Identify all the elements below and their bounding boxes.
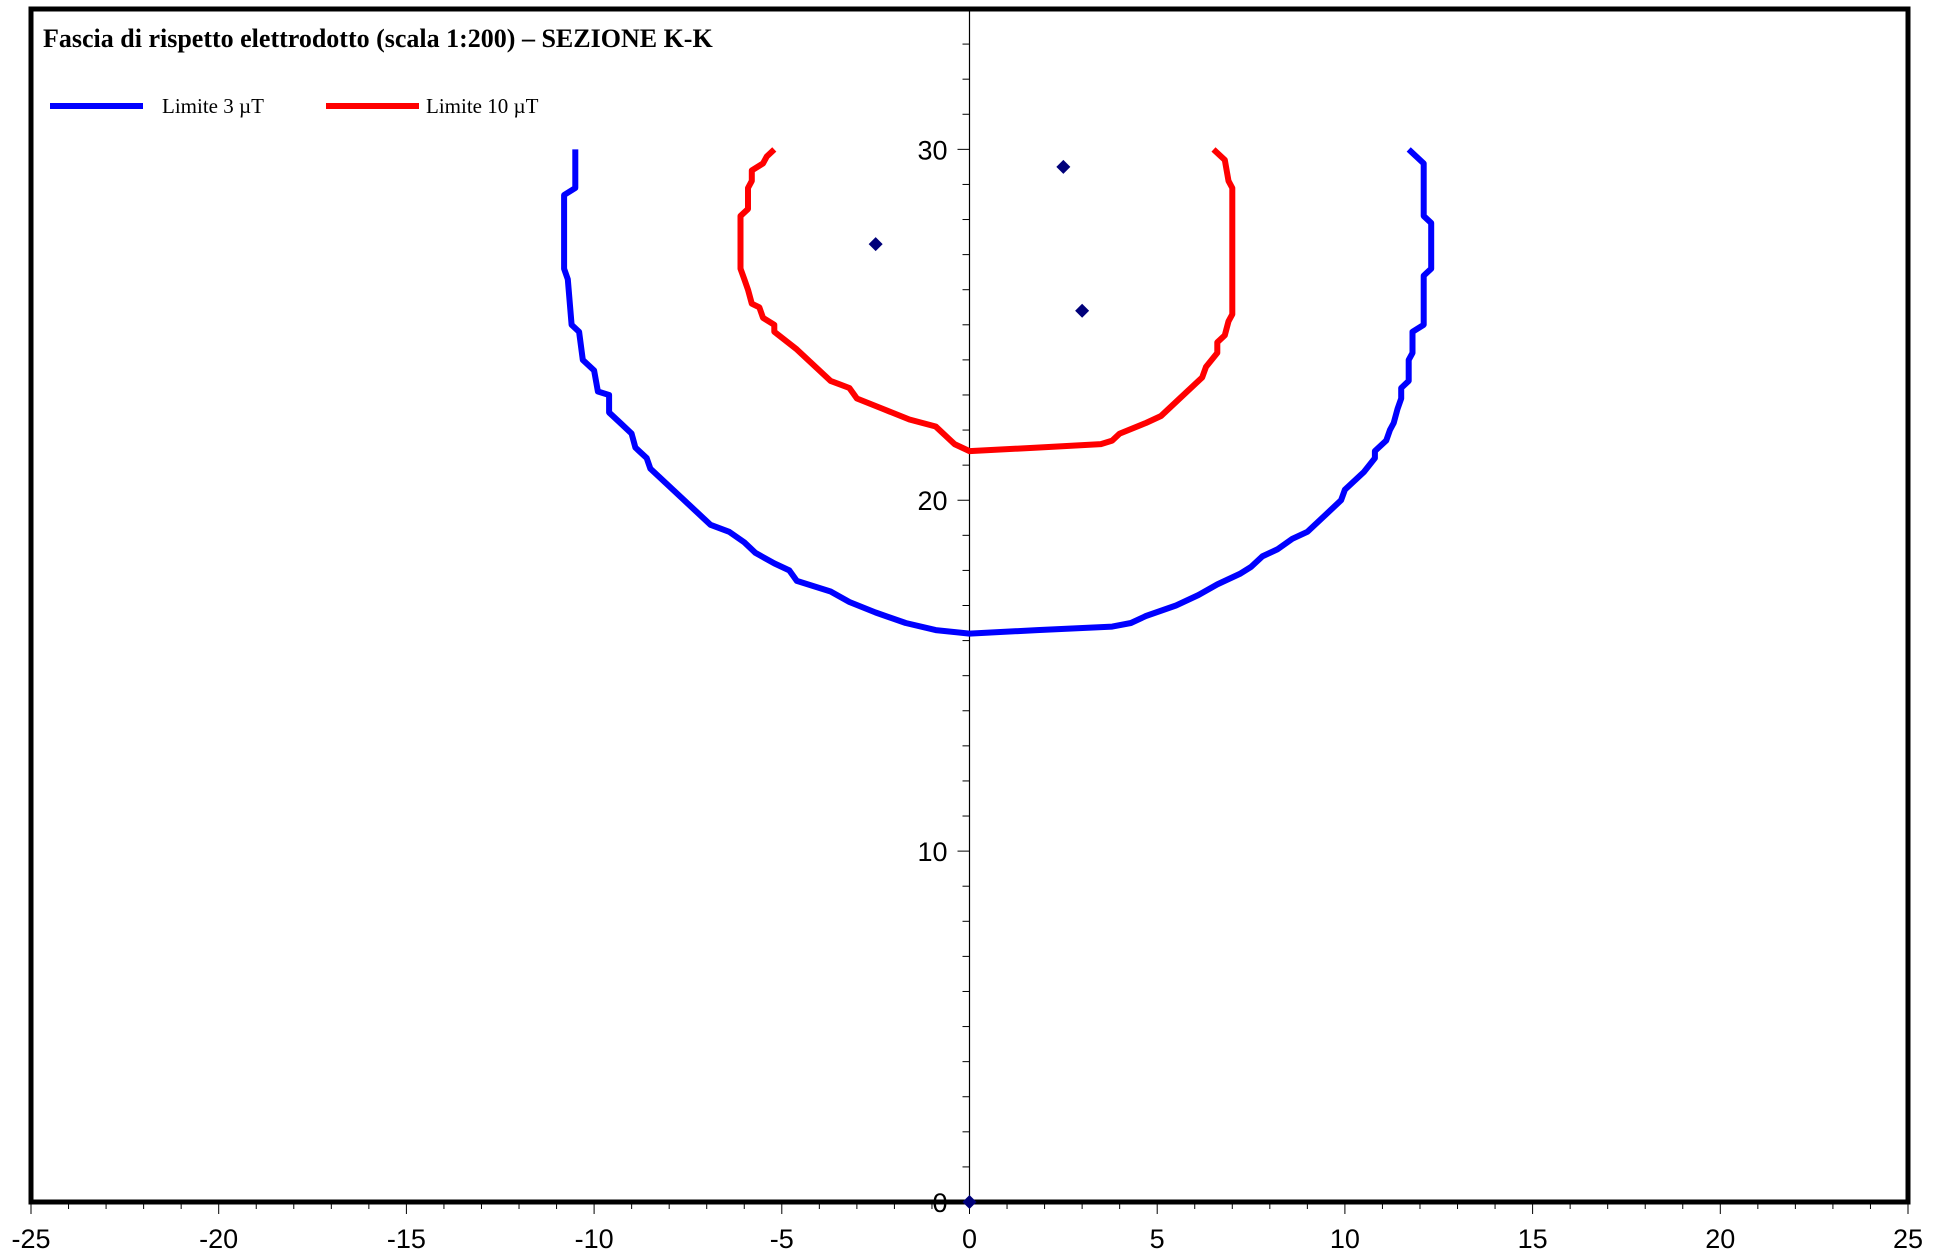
y-tick-label: 10 <box>917 837 947 867</box>
x-tick-label: -10 <box>575 1224 614 1254</box>
x-tick-label: 20 <box>1705 1224 1735 1254</box>
conductor-marker <box>868 237 883 252</box>
conductor-marker <box>1075 303 1090 318</box>
series-line-limite-3 <box>561 147 1435 637</box>
series-layer <box>561 147 1435 1209</box>
x-tick-label: -5 <box>770 1224 794 1254</box>
x-axis: -25 -20 -15 -10 -5 0 5 10 15 20 25 <box>11 1202 1923 1254</box>
legend-label-limite-10: Limite 10 µT <box>426 94 539 118</box>
x-tick-label: -25 <box>11 1224 50 1254</box>
conductor-marker <box>962 1195 977 1209</box>
x-tick-label: 0 <box>962 1224 977 1254</box>
chart-title: Fascia di rispetto elettrodotto (scala 1… <box>43 24 713 53</box>
legend: Limite 3 µT Limite 10 µT <box>50 94 539 118</box>
x-tick-label: 5 <box>1150 1224 1165 1254</box>
x-tick-label: -15 <box>387 1224 426 1254</box>
conductor-marker <box>1056 159 1071 174</box>
x-tick-label: -20 <box>199 1224 238 1254</box>
y-tick-label: 20 <box>917 486 947 516</box>
y-tick-label: 0 <box>932 1188 947 1218</box>
x-tick-label: 15 <box>1518 1224 1548 1254</box>
y-axis: 0 10 20 30 <box>917 8 971 1218</box>
series-line-limite-10 <box>737 147 1236 455</box>
x-tick-label: 10 <box>1330 1224 1360 1254</box>
legend-label-limite-3: Limite 3 µT <box>162 94 264 118</box>
y-tick-label: 30 <box>917 135 947 165</box>
x-tick-label: 25 <box>1893 1224 1923 1254</box>
